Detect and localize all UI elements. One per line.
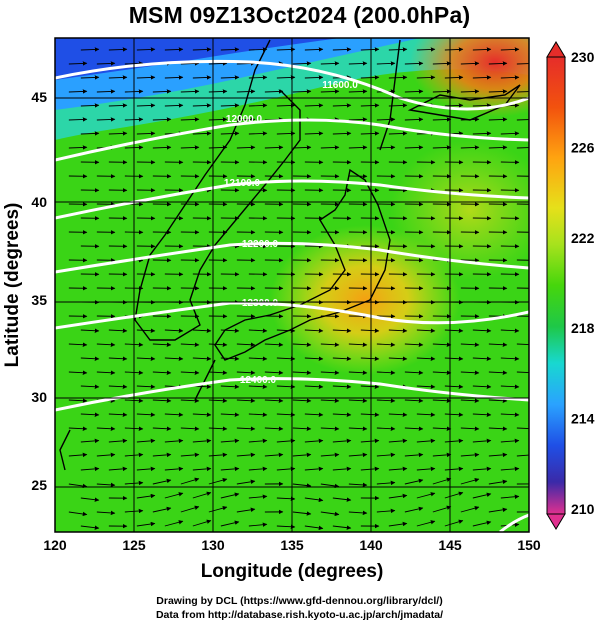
credit-drawing: Drawing by DCL (https://www.gfd-dennou.o… [156, 595, 443, 607]
contour-label-12200: 12200.0 [242, 239, 279, 250]
x-tick-145: 145 [438, 537, 462, 553]
warm-patch-northeast [410, 38, 529, 117]
y-tick-30: 30 [31, 389, 47, 405]
map-title: MSM 09Z13Oct2024 (200.0hPa) [128, 2, 471, 28]
colorbar-tick-218: 218 [571, 320, 595, 336]
contour-label-12000: 12000.0 [226, 114, 263, 125]
colorbar-tick-230: 230 [571, 49, 595, 65]
colorbar-top-arrow [546, 41, 566, 58]
colorbar-tick-222: 222 [571, 230, 595, 246]
x-tick-120: 120 [43, 537, 67, 553]
colorbar-tick-214: 214 [571, 411, 595, 427]
colorbar-tick-210: 210 [571, 501, 595, 517]
y-tick-40: 40 [31, 194, 47, 210]
x-axis-label: Longitude (degrees) [201, 561, 384, 582]
x-tick-labels: 120 125 130 135 140 145 150 [43, 537, 541, 553]
contour-label-12400: 12400.0 [240, 375, 277, 386]
y-tick-labels: 25 30 35 40 45 [31, 89, 47, 493]
graticule [55, 38, 529, 532]
x-tick-135: 135 [280, 537, 304, 553]
colorbar: 230 226 222 218 214 210 [546, 41, 595, 530]
contour-label-11600: 11600.0 [322, 80, 358, 91]
x-tick-150: 150 [517, 537, 541, 553]
y-tick-45: 45 [31, 89, 47, 105]
contour-label-12300: 12300.0 [242, 298, 279, 309]
y-axis-label: Latitude (degrees) [2, 203, 23, 368]
y-tick-35: 35 [31, 292, 47, 308]
contour-11600 [55, 59, 529, 111]
warm-patch-central [270, 225, 460, 375]
colorbar-bottom-arrow [546, 513, 566, 530]
x-tick-125: 125 [122, 537, 146, 553]
colorbar-tick-226: 226 [571, 139, 595, 155]
colorbar-gradient [546, 56, 566, 515]
y-tick-25: 25 [31, 477, 47, 493]
plot-frame [54, 37, 530, 533]
x-tick-140: 140 [359, 537, 383, 553]
contour-label-12100: 12100.0 [224, 178, 261, 189]
credit-data-source: Data from http://database.rish.kyoto-u.a… [155, 609, 444, 621]
x-tick-130: 130 [201, 537, 225, 553]
